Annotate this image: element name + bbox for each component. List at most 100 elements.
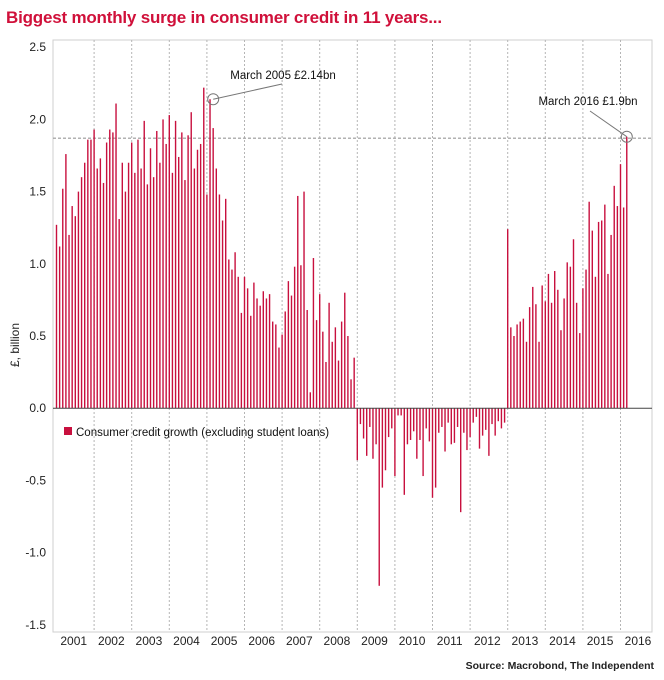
annotation-leader (589, 110, 628, 138)
bar (438, 408, 440, 433)
bar (309, 392, 311, 409)
bar (340, 321, 343, 409)
legend-swatch (64, 427, 72, 435)
bar (212, 128, 214, 409)
bar (312, 258, 315, 409)
bar (218, 194, 221, 409)
bar (284, 311, 286, 409)
bar (209, 99, 211, 409)
annotations: March 2005 £2.14bn March 2016 £1.9bn (207, 70, 638, 143)
bar (87, 139, 89, 409)
bar (347, 336, 349, 409)
bar (375, 408, 377, 445)
y-tick-label: 0.5 (29, 329, 46, 343)
bar (507, 229, 509, 409)
bar (475, 408, 478, 417)
bar (93, 129, 95, 409)
bar (187, 135, 189, 409)
bar (575, 302, 578, 409)
bar (444, 408, 446, 452)
bar (90, 139, 92, 409)
bar (68, 234, 70, 409)
y-tick-label: 1.0 (29, 257, 46, 271)
bar (162, 119, 164, 409)
bar (315, 320, 318, 409)
bar (131, 142, 133, 409)
bar (416, 408, 418, 459)
x-tick-label: 2010 (399, 634, 426, 648)
annotation-marker (620, 130, 633, 143)
y-tick-label: 2.0 (29, 112, 46, 126)
x-tick-label: 2006 (248, 634, 275, 648)
bar (397, 408, 399, 416)
bar (400, 408, 402, 416)
bar (572, 239, 575, 409)
bar (337, 360, 340, 409)
x-tick-label: 2016 (625, 634, 652, 648)
x-tick-label: 2012 (474, 634, 501, 648)
bar (184, 180, 186, 409)
y-tick-label: -1.0 (25, 546, 46, 560)
bar (563, 298, 565, 409)
bar (356, 408, 358, 461)
bar (516, 324, 518, 409)
bar (168, 115, 170, 409)
bar (193, 168, 196, 409)
bar (319, 294, 321, 409)
bar (174, 120, 177, 409)
bar (538, 341, 540, 409)
bar (55, 224, 58, 409)
bar (406, 408, 409, 445)
x-tick-label: 2004 (173, 634, 200, 648)
bar (431, 408, 434, 498)
y-tick-label: 0.0 (29, 401, 46, 415)
bar (109, 129, 111, 409)
x-tick-label: 2013 (512, 634, 539, 648)
bar (381, 408, 384, 488)
x-tick-label: 2001 (60, 634, 87, 648)
bar (287, 281, 290, 409)
bar (391, 408, 393, 429)
bar (488, 408, 490, 456)
bar (460, 408, 462, 513)
bar (259, 305, 261, 409)
bar (156, 130, 158, 409)
bar (626, 136, 628, 409)
bar (441, 408, 443, 427)
bar (607, 273, 609, 409)
legend-label: Consumer credit growth (excluding studen… (76, 427, 329, 439)
bar (181, 132, 183, 409)
bar (127, 162, 130, 409)
bar (413, 408, 415, 432)
bar (513, 336, 515, 409)
bar (547, 273, 550, 409)
x-tick-label: 2003 (136, 634, 163, 648)
bar (268, 294, 271, 409)
bar (594, 276, 597, 409)
bar (165, 143, 167, 409)
bar (237, 276, 239, 409)
bar (121, 162, 123, 409)
bar (456, 408, 459, 427)
bar (403, 408, 405, 495)
chart-title: Biggest monthly surge in consumer credit… (6, 8, 442, 27)
bar (196, 149, 199, 409)
x-tick-label: 2009 (361, 634, 388, 648)
bar (491, 408, 493, 425)
bar (369, 408, 371, 427)
bar (278, 347, 280, 409)
bar (118, 219, 120, 409)
bar (560, 330, 562, 409)
bar (322, 331, 324, 409)
bar (387, 408, 390, 438)
bar (503, 408, 506, 423)
bar (152, 177, 155, 409)
bar (535, 304, 537, 409)
bar (557, 289, 559, 409)
bar (303, 191, 305, 409)
y-tick-label: -1.5 (25, 618, 46, 632)
bar (99, 158, 102, 409)
bar (281, 334, 283, 409)
bar (510, 327, 512, 409)
x-tick-label: 2011 (437, 634, 463, 648)
